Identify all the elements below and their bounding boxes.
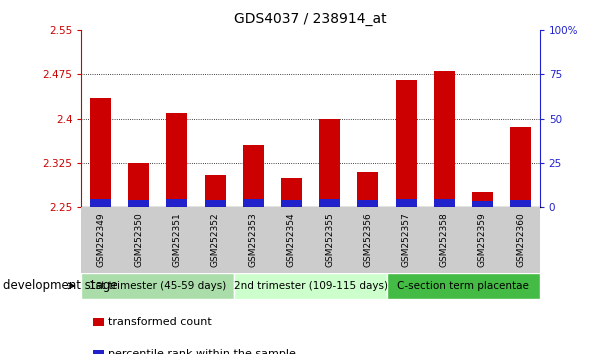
Bar bbox=[166, 113, 188, 207]
Text: development stage: development stage bbox=[3, 279, 118, 292]
Bar bbox=[128, 163, 149, 207]
Text: GSM252355: GSM252355 bbox=[325, 212, 334, 267]
Bar bbox=[358, 200, 378, 207]
Text: transformed count: transformed count bbox=[109, 317, 212, 327]
Bar bbox=[387, 273, 540, 299]
Bar bbox=[204, 200, 226, 207]
Bar bbox=[472, 192, 493, 207]
Text: 1st trimester (45-59 days): 1st trimester (45-59 days) bbox=[89, 281, 226, 291]
Bar bbox=[166, 199, 188, 207]
Bar bbox=[434, 72, 455, 207]
Text: GSM252352: GSM252352 bbox=[210, 212, 219, 267]
Text: C-section term placentae: C-section term placentae bbox=[397, 281, 529, 291]
Bar bbox=[358, 172, 378, 207]
Text: GSM252354: GSM252354 bbox=[287, 212, 296, 267]
Bar bbox=[93, 350, 104, 354]
Bar bbox=[319, 199, 340, 207]
Bar bbox=[472, 201, 493, 207]
Bar bbox=[243, 199, 264, 207]
Text: GSM252359: GSM252359 bbox=[478, 212, 487, 267]
Bar bbox=[128, 200, 149, 207]
Bar bbox=[281, 200, 302, 207]
Bar bbox=[204, 175, 226, 207]
Bar bbox=[234, 273, 387, 299]
Bar bbox=[90, 199, 111, 207]
Text: GSM252350: GSM252350 bbox=[134, 212, 143, 267]
Bar bbox=[81, 273, 234, 299]
Text: GSM252349: GSM252349 bbox=[96, 212, 105, 267]
Bar bbox=[319, 119, 340, 207]
Bar bbox=[434, 199, 455, 207]
Text: 2nd trimester (109-115 days): 2nd trimester (109-115 days) bbox=[233, 281, 388, 291]
Text: GSM252357: GSM252357 bbox=[402, 212, 411, 267]
Title: GDS4037 / 238914_at: GDS4037 / 238914_at bbox=[234, 12, 387, 26]
Bar bbox=[93, 318, 104, 326]
Bar bbox=[281, 178, 302, 207]
Text: GSM252351: GSM252351 bbox=[172, 212, 182, 267]
Text: percentile rank within the sample: percentile rank within the sample bbox=[109, 349, 296, 354]
Text: GSM252358: GSM252358 bbox=[440, 212, 449, 267]
Bar bbox=[243, 145, 264, 207]
Bar bbox=[90, 98, 111, 207]
Bar bbox=[510, 200, 531, 207]
Text: GSM252356: GSM252356 bbox=[364, 212, 372, 267]
Text: GSM252353: GSM252353 bbox=[249, 212, 257, 267]
Bar bbox=[396, 199, 417, 207]
Text: GSM252360: GSM252360 bbox=[516, 212, 525, 267]
Bar bbox=[510, 127, 531, 207]
Bar bbox=[396, 80, 417, 207]
